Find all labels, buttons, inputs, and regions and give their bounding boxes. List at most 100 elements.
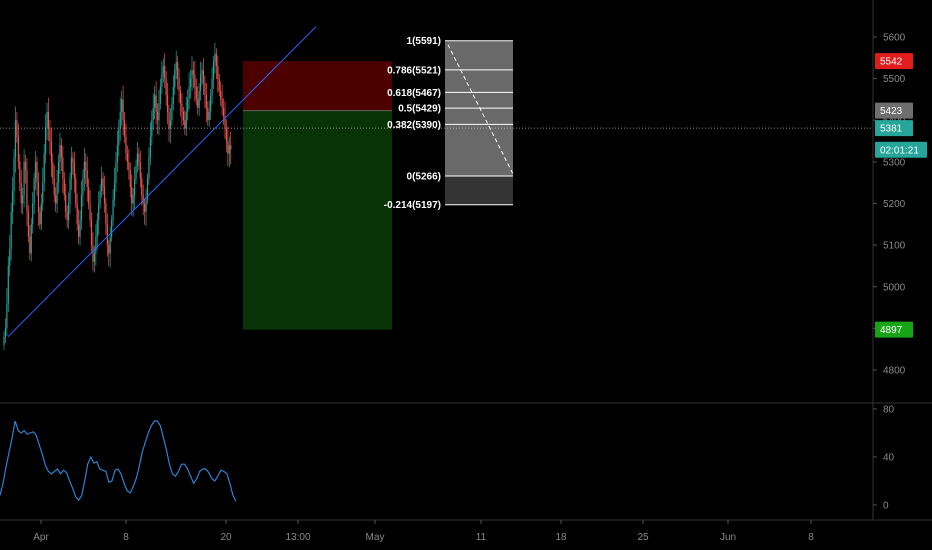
candle-body <box>138 153 140 162</box>
candle-body <box>50 141 52 162</box>
candle-body <box>112 199 114 221</box>
candle-body <box>155 95 157 112</box>
candle-body <box>111 220 113 237</box>
candle-body <box>197 99 199 108</box>
candle-body <box>69 178 71 204</box>
candle-body <box>164 66 166 79</box>
profit-target-zone <box>243 110 392 330</box>
oscillator-line <box>0 420 237 502</box>
candle-body <box>211 78 213 96</box>
fib-level-label: 0.786(5521) <box>387 65 441 76</box>
candle-body <box>199 74 202 92</box>
candle-body <box>30 224 32 254</box>
candle-body <box>62 157 64 179</box>
price-tick-label: 5000 <box>883 282 906 293</box>
candle-body <box>67 203 70 221</box>
candle-body <box>121 99 123 112</box>
oscillator-axis: 0 40 80 <box>873 405 895 512</box>
candle-body <box>184 120 186 129</box>
candle-body <box>106 224 108 246</box>
candle-body <box>148 157 150 179</box>
candle-body <box>128 161 130 171</box>
candle-body <box>204 82 206 96</box>
candle-body <box>122 99 124 121</box>
candle-body <box>142 195 144 204</box>
time-tick-label: May <box>366 532 385 543</box>
candle-body <box>100 178 103 192</box>
candle-body <box>195 86 197 100</box>
price-tag <box>875 102 913 119</box>
time-tick-label: Apr <box>33 532 49 543</box>
candle-body <box>221 99 223 108</box>
candle-body <box>230 145 232 150</box>
candle-body <box>75 178 77 204</box>
price-tick-label: 4800 <box>883 366 906 377</box>
oscillator-tick-label: 80 <box>883 405 895 416</box>
trendline[interactable] <box>7 26 317 338</box>
time-tick-label: Jun <box>720 532 736 543</box>
price-tag-label: 4897 <box>880 325 903 336</box>
candle-body <box>73 161 75 179</box>
candle-body <box>99 191 101 204</box>
time-tick-label: 18 <box>555 532 567 543</box>
candle-body <box>118 128 120 146</box>
price-tag <box>875 321 913 338</box>
candle-body <box>55 195 57 204</box>
price-tag <box>875 141 927 158</box>
candle-body <box>129 170 131 187</box>
candle-body <box>83 161 85 179</box>
candle-body <box>174 70 176 87</box>
candle-body <box>135 166 137 179</box>
candle-body <box>65 195 67 212</box>
candle-body <box>89 203 91 221</box>
candle-body <box>46 111 48 129</box>
candle-body <box>146 178 149 200</box>
candle-body <box>34 161 37 179</box>
candle-body <box>225 128 228 142</box>
price-tag <box>875 53 913 70</box>
candle-body <box>17 136 19 162</box>
candle-body <box>102 178 104 187</box>
candle-body <box>26 170 28 212</box>
candle-body <box>185 111 187 129</box>
candle-body <box>7 265 9 304</box>
candle-body <box>47 111 50 129</box>
fibonacci-retracement[interactable]: 1(5591) 0.786(5521) 0.618(5467) 0.5(5429) 0.… <box>384 36 514 211</box>
price-tick-label: 5500 <box>883 74 906 85</box>
fib-level-label: 0.618(5467) <box>387 88 441 99</box>
candle-body <box>33 178 35 204</box>
candle-body <box>166 95 169 112</box>
price-tag-label: 5381 <box>880 124 903 135</box>
time-tick-label: 13:00 <box>285 532 310 543</box>
oscillator-tick-label: 0 <box>883 501 889 512</box>
sell-risk-zone <box>243 61 392 111</box>
candle-body <box>132 195 134 204</box>
candle-body <box>63 178 65 196</box>
time-tick-label: 25 <box>637 532 649 543</box>
time-axis[interactable]: Apr 8 13:00 20 May 11 18 25 Jun 8 <box>33 520 814 543</box>
candle-body <box>156 111 159 121</box>
candle-body <box>70 157 73 179</box>
candle-body <box>125 136 127 154</box>
candle-body <box>131 186 133 204</box>
candle-body <box>43 153 45 183</box>
candle-body <box>113 182 116 200</box>
candle-body <box>126 153 129 162</box>
candle-body <box>210 95 212 112</box>
candle-body <box>177 61 179 79</box>
candle-body <box>29 236 31 254</box>
candle-body <box>49 128 51 142</box>
candle-body <box>116 145 118 162</box>
candle-body <box>82 178 84 196</box>
time-tick-label: 20 <box>220 532 232 543</box>
candle-body <box>85 161 87 171</box>
candle-body <box>3 336 5 346</box>
candle-body <box>92 245 94 262</box>
price-tick-label: 5300 <box>883 157 906 168</box>
candle-body <box>191 70 193 79</box>
candle-body <box>158 103 160 121</box>
candle-body <box>27 211 29 237</box>
time-tick-label: 8 <box>123 532 129 543</box>
price-tag <box>875 120 913 137</box>
candle-body <box>56 182 58 204</box>
